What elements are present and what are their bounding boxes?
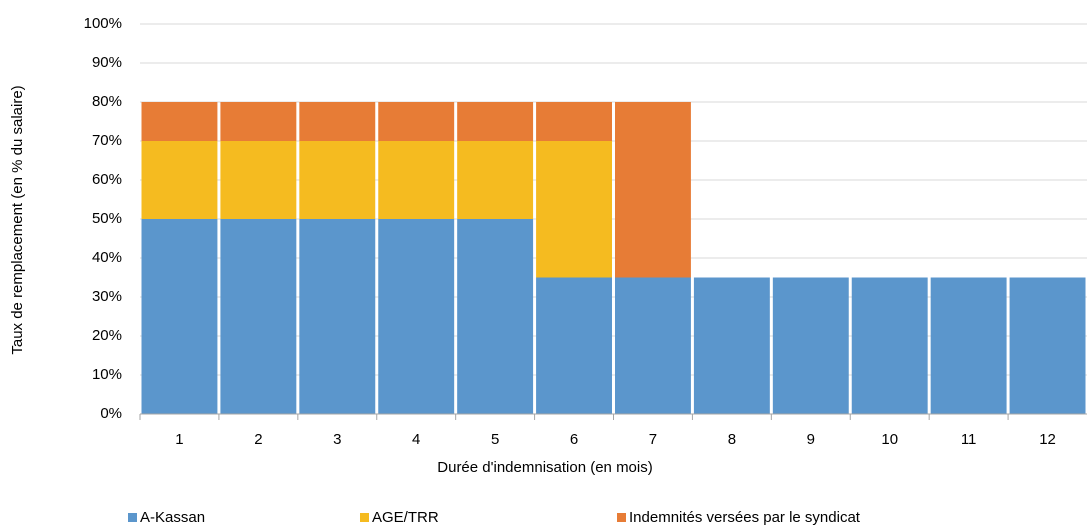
bar-segment (378, 141, 455, 219)
y-tick-label: 0% (100, 405, 122, 422)
y-tick-label: 100% (84, 15, 122, 32)
bar-segment (220, 102, 297, 141)
bar-segment (930, 277, 1007, 414)
y-tick-label: 50% (92, 210, 122, 227)
bar-segment (615, 102, 691, 278)
y-tick-label: 20% (92, 327, 122, 344)
bar-segment (141, 141, 218, 219)
bar-segment (299, 219, 376, 414)
y-tick-label: 90% (92, 54, 122, 71)
bar-segment (299, 141, 376, 219)
bar-segment (220, 219, 297, 414)
legend-label: Indemnités versées par le syndicat (629, 509, 861, 526)
x-tick-label: 7 (649, 431, 657, 448)
x-tick-label: 10 (881, 431, 898, 448)
x-tick-label: 12 (1039, 431, 1056, 448)
bar-segment (772, 277, 849, 414)
y-tick-label: 40% (92, 249, 122, 266)
x-axis-title: Durée d'indemnisation (en mois) (437, 459, 652, 476)
bar-segment (457, 141, 534, 219)
x-tick-label: 6 (570, 431, 578, 448)
bar-segment (536, 141, 612, 278)
y-tick-label: 60% (92, 171, 122, 188)
x-tick-label: 4 (412, 431, 420, 448)
bar-segment (1009, 277, 1086, 414)
bar-segment (378, 219, 455, 414)
legend-swatch (617, 513, 626, 522)
x-tick-label: 3 (333, 431, 341, 448)
x-tick-label: 9 (807, 431, 815, 448)
bar-segment (299, 102, 376, 141)
legend-label: A-Kassan (140, 509, 205, 526)
y-tick-label: 80% (92, 93, 122, 110)
y-tick-label: 10% (92, 366, 122, 383)
bar-segment (693, 277, 770, 414)
bar-segment (536, 277, 612, 414)
y-axis-title: Taux de remplacement (en % du salaire) (9, 85, 26, 354)
bar-segment (851, 277, 928, 414)
y-tick-label: 70% (92, 132, 122, 149)
bar-segment (457, 102, 534, 141)
bar-segment (615, 277, 691, 414)
x-tick-label: 1 (175, 431, 183, 448)
bar-segment (536, 102, 612, 141)
legend-swatch (128, 513, 137, 522)
x-tick-label: 5 (491, 431, 499, 448)
x-tick-label: 8 (728, 431, 736, 448)
bar-segment (141, 219, 218, 414)
bar-segment (378, 102, 455, 141)
bar-segment (457, 219, 534, 414)
bar-segment (141, 102, 218, 141)
legend-label: AGE/TRR (372, 509, 439, 526)
legend-swatch (360, 513, 369, 522)
y-tick-label: 30% (92, 288, 122, 305)
x-tick-label: 11 (961, 431, 977, 448)
x-tick-label: 2 (254, 431, 262, 448)
bar-segment (220, 141, 297, 219)
